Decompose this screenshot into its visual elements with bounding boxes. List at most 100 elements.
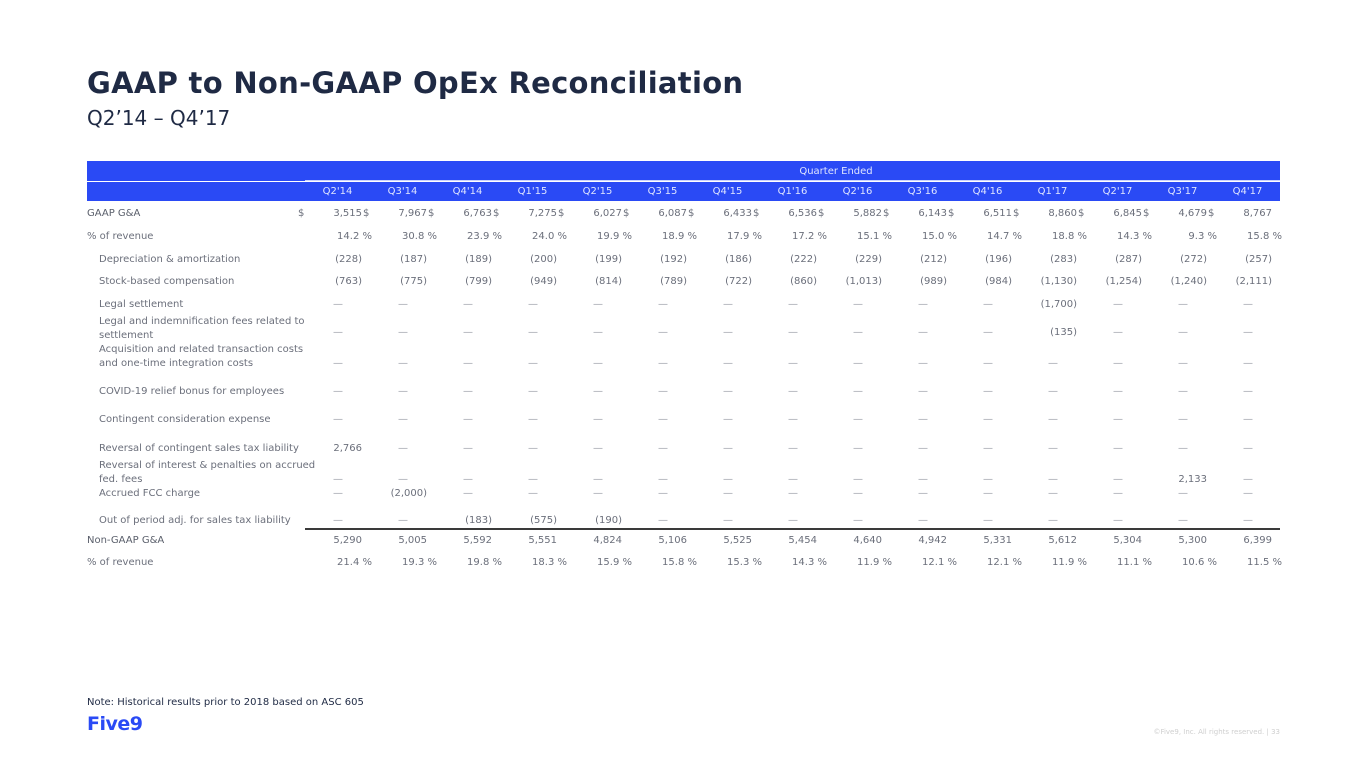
cell-value: —	[1048, 443, 1058, 454]
cell-value: 15.8 %	[1247, 231, 1282, 242]
table-cell: 14.7 %	[962, 230, 1022, 244]
cell-value: —	[723, 327, 733, 338]
table-cell: 19.8 %	[442, 556, 502, 570]
cell-value: (989)	[920, 276, 947, 287]
table-column-header: Q2'14 Q3'14 Q4'14 Q1'15 Q2'15 Q3'15 Q4'15 Q1'16…	[87, 182, 1280, 201]
table-cell: $4,679	[1143, 207, 1207, 221]
cell-value: —	[658, 474, 668, 485]
table-cell: —	[893, 442, 953, 456]
table-cell: (187)	[367, 253, 427, 267]
table-cell: —	[698, 514, 758, 528]
cell-value: —	[1178, 488, 1188, 499]
table-cell: $7,275	[493, 207, 557, 221]
cell-value: —	[918, 443, 928, 454]
cell-value: —	[528, 386, 538, 397]
table-cell: —	[568, 298, 628, 312]
table-cell: (763)	[302, 275, 362, 289]
cell-value: 6,027	[593, 208, 622, 219]
table-cell: —	[1218, 473, 1278, 487]
cell-value: —	[333, 299, 343, 310]
row-label: Reversal of interest & penalties on accr…	[99, 460, 316, 485]
cell-value: 4,942	[918, 535, 947, 546]
table-cell: $6,087	[623, 207, 687, 221]
cell-value: —	[333, 386, 343, 397]
cell-value: —	[1178, 414, 1188, 425]
table-cell: —	[503, 298, 563, 312]
cell-value: —	[723, 299, 733, 310]
table-cell: 2,133	[1147, 473, 1207, 487]
cell-value: —	[1113, 414, 1123, 425]
cell-value: —	[853, 358, 863, 369]
cell-value: —	[723, 414, 733, 425]
cell-value: —	[1243, 386, 1253, 397]
cell-value: —	[788, 358, 798, 369]
cell-value: —	[1048, 386, 1058, 397]
cell-value: —	[333, 358, 343, 369]
cell-value: 5,290	[333, 535, 362, 546]
table-cell: —	[568, 487, 628, 501]
copyright-footer: ©Five9, Inc. All rights reserved. | 33	[1153, 728, 1280, 736]
cell-value: 15.3 %	[727, 557, 762, 568]
cell-value: —	[1113, 443, 1123, 454]
cell-value: 5,612	[1048, 535, 1077, 546]
table-cell: 15.1 %	[832, 230, 892, 244]
table-cell: —	[568, 385, 628, 399]
table-cell: —	[828, 514, 888, 528]
cell-value: (860)	[790, 276, 817, 287]
table-cell: —	[958, 326, 1018, 340]
table-cell: $6,433	[688, 207, 752, 221]
table-cell: 5,290	[302, 534, 362, 548]
cell-value: (190)	[595, 515, 622, 526]
cell-value: —	[658, 386, 668, 397]
page-title: GAAP to Non-GAAP OpEx Reconciliation	[87, 66, 744, 100]
table-cell: (257)	[1212, 253, 1272, 267]
table-cell: 11.9 %	[832, 556, 892, 570]
row-label: Reversal of contingent sales tax liabili…	[99, 443, 299, 454]
row-label: % of revenue	[87, 231, 154, 242]
table-cell: —	[1023, 413, 1083, 427]
cell-value: 14.3 %	[1117, 231, 1152, 242]
cell-value: 5,005	[398, 535, 427, 546]
table-cell: —	[373, 326, 433, 340]
cell-value: —	[1243, 488, 1253, 499]
cell-value: 6,536	[788, 208, 817, 219]
table-cell: —	[633, 385, 693, 399]
cell-value: (1,700)	[1040, 299, 1077, 310]
table-cell: —	[503, 473, 563, 487]
table-cell: 15.0 %	[897, 230, 957, 244]
cell-value: 14.2 %	[337, 231, 372, 242]
column-header: Q3'16	[907, 186, 938, 197]
table-cell: —	[1153, 514, 1213, 528]
table-cell: (860)	[757, 275, 817, 289]
table-cell: —	[1153, 326, 1213, 340]
cell-value: —	[398, 327, 408, 338]
cell-value: (212)	[920, 254, 947, 265]
table-cell: 15.8 %	[637, 556, 697, 570]
table-cell: —	[1218, 385, 1278, 399]
cell-value: 5,300	[1178, 535, 1207, 546]
cell-value: 18.8 %	[1052, 231, 1087, 242]
table-cell: —	[698, 298, 758, 312]
table-cell: —	[373, 357, 433, 371]
row-label: GAAP G&A	[87, 208, 141, 219]
table-cell: —	[308, 473, 368, 487]
cell-value: —	[853, 299, 863, 310]
table-cell: 15.3 %	[702, 556, 762, 570]
cell-value: —	[788, 327, 798, 338]
cell-value: 6,433	[723, 208, 752, 219]
cell-value: —	[333, 327, 343, 338]
cell-value: (287)	[1115, 254, 1142, 265]
cell-value: —	[593, 488, 603, 499]
table-cell: —	[1218, 442, 1278, 456]
five9-logo: Five9	[87, 713, 143, 735]
cell-value: —	[1243, 327, 1253, 338]
table-cell: $6,027	[558, 207, 622, 221]
cell-value: 5,454	[788, 535, 817, 546]
table-cell: $3,515	[298, 207, 362, 221]
table-cell: (192)	[627, 253, 687, 267]
table-cell: —	[438, 442, 498, 456]
cell-value: —	[333, 474, 343, 485]
cell-value: —	[983, 443, 993, 454]
column-header: Q2'14	[322, 186, 353, 197]
table-cell: —	[1023, 473, 1083, 487]
